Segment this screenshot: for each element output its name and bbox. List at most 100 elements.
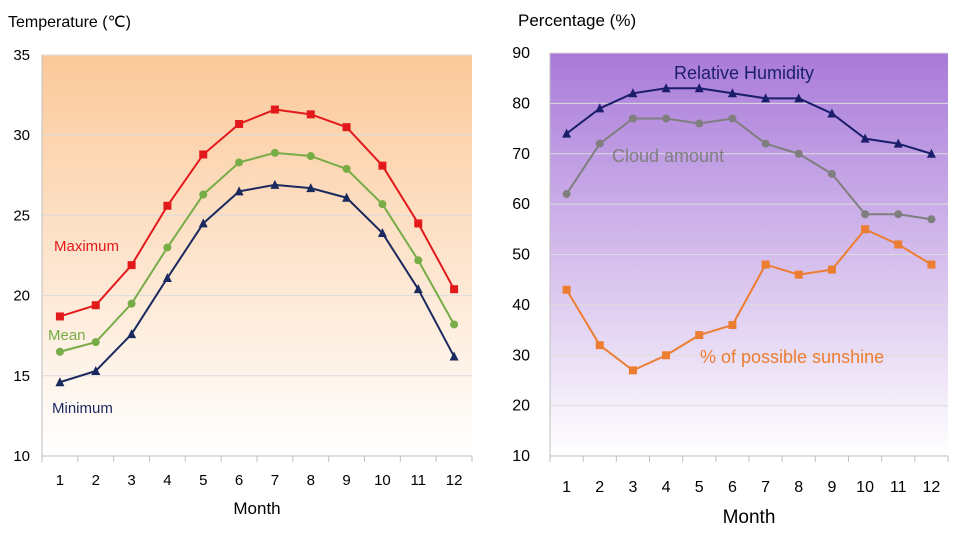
percentage-y-tick-label: 70 (512, 146, 530, 163)
temperature-y-axis-title: Temperature (℃) (8, 14, 131, 31)
percentage-x-tick-label: 4 (662, 479, 671, 496)
data-point-mean (91, 338, 100, 347)
temperature-x-tick-label: 3 (127, 472, 135, 489)
temperature-x-tick-label: 11 (410, 472, 426, 489)
series-line-maximum (59, 108, 455, 318)
series-line-mean (59, 151, 455, 353)
percentage-y-tick-label: 50 (512, 247, 530, 264)
data-point-minimum (198, 218, 208, 228)
data-point-of-possible-sunshine (827, 265, 836, 274)
series-line-relative-humidity (565, 87, 932, 155)
data-point-relative-humidity (893, 138, 903, 148)
percentage-x-tick-label: 3 (628, 479, 637, 496)
data-point-cloud-amount (861, 210, 870, 219)
data-point-maximum (270, 105, 279, 114)
percentage-y-tick-label: 40 (512, 297, 530, 314)
data-point-of-possible-sunshine (894, 240, 903, 249)
data-point-of-possible-sunshine (695, 331, 704, 340)
data-point-cloud-amount (628, 114, 637, 123)
percentage-y-tick-label: 10 (512, 448, 530, 465)
percentage-y-axis-title: Percentage (%) (518, 11, 636, 30)
data-point-of-possible-sunshine (662, 351, 671, 360)
data-point-cloud-amount (728, 114, 737, 123)
data-point-mean (306, 152, 315, 161)
legend-label-cloud-amount: Cloud amount (612, 146, 724, 166)
data-point-maximum (450, 285, 459, 294)
temperature-x-tick-label: 12 (446, 472, 463, 489)
data-point-cloud-amount (894, 210, 903, 219)
temperature-plot-area (42, 55, 472, 456)
data-point-minimum (377, 228, 387, 238)
data-point-mean (55, 347, 64, 356)
percentage-x-tick-label: 12 (923, 479, 941, 496)
series-line-of-possible-sunshine (565, 228, 932, 372)
data-point-relative-humidity (661, 83, 671, 93)
data-point-of-possible-sunshine (728, 321, 737, 330)
temperature-y-tick-label: 35 (13, 47, 30, 64)
temperature-y-tick-label: 15 (13, 368, 30, 385)
legend-label-relative-humidity: Relative Humidity (674, 63, 814, 83)
data-point-cloud-amount (927, 215, 936, 224)
temperature-gridlines (42, 54, 472, 377)
percentage-y-tick-label: 90 (512, 45, 530, 62)
data-point-relative-humidity (860, 133, 870, 143)
data-point-relative-humidity (562, 128, 572, 138)
data-point-cloud-amount (827, 169, 836, 178)
temperature-y-tick-label: 30 (13, 127, 30, 144)
data-point-relative-humidity (694, 83, 704, 93)
data-point-cloud-amount (794, 149, 803, 158)
data-point-cloud-amount (562, 190, 571, 199)
temperature-x-axis-title: Month (233, 499, 280, 518)
temperature-x-tick-label: 4 (163, 472, 171, 489)
data-point-minimum (162, 272, 172, 282)
percentage-x-tick-label: 7 (761, 479, 770, 496)
data-point-mean (127, 299, 136, 308)
data-point-mean (163, 243, 172, 252)
percentage-y-tick-label: 60 (512, 196, 530, 213)
temperature-x-tick-label: 9 (342, 472, 350, 489)
data-point-relative-humidity (595, 103, 605, 113)
data-point-cloud-amount (695, 119, 704, 128)
data-point-mean (199, 190, 208, 199)
data-point-of-possible-sunshine (595, 341, 604, 350)
data-point-mean (235, 158, 244, 167)
percentage-x-tick-label: 10 (856, 479, 874, 496)
data-point-maximum (414, 219, 423, 228)
data-point-relative-humidity (926, 148, 936, 158)
data-point-mean (270, 148, 279, 157)
percentage-x-tick-label: 1 (562, 479, 571, 496)
data-point-maximum (199, 150, 208, 159)
percentage-x-tick-label: 5 (695, 479, 704, 496)
temperature-x-tick-label: 1 (56, 472, 64, 489)
temperature-x-tick-label: 6 (235, 472, 243, 489)
temperature-series (55, 105, 459, 387)
temperature-x-tick-label: 10 (374, 472, 391, 489)
legend-label-maximum: Maximum (54, 238, 119, 255)
percentage-x-tick-label: 9 (827, 479, 836, 496)
data-point-maximum (163, 201, 172, 210)
percentage-x-tick-label: 2 (595, 479, 604, 496)
data-point-of-possible-sunshine (861, 225, 870, 234)
data-point-of-possible-sunshine (927, 260, 936, 269)
legend-label-possible-sunshine: % of possible sunshine (700, 347, 884, 367)
data-point-mean (342, 164, 351, 173)
legend-label-minimum: Minimum (52, 400, 113, 417)
data-point-minimum (234, 186, 244, 196)
data-point-relative-humidity (628, 88, 638, 98)
percentage-series (562, 83, 936, 375)
temperature-y-tick-label: 20 (13, 288, 30, 305)
data-point-maximum (306, 110, 315, 119)
data-point-minimum (55, 377, 65, 387)
percentage-x-tick-label: 8 (794, 479, 803, 496)
data-point-maximum (55, 312, 64, 321)
percentage-x-tick-label: 11 (890, 479, 907, 496)
percentage-gridlines (550, 52, 948, 407)
data-point-relative-humidity (761, 93, 771, 103)
temperature-x-tick-label: 7 (271, 472, 279, 489)
data-point-of-possible-sunshine (761, 260, 770, 269)
data-point-mean (378, 200, 387, 209)
percentage-x-tick-label: 6 (728, 479, 737, 496)
